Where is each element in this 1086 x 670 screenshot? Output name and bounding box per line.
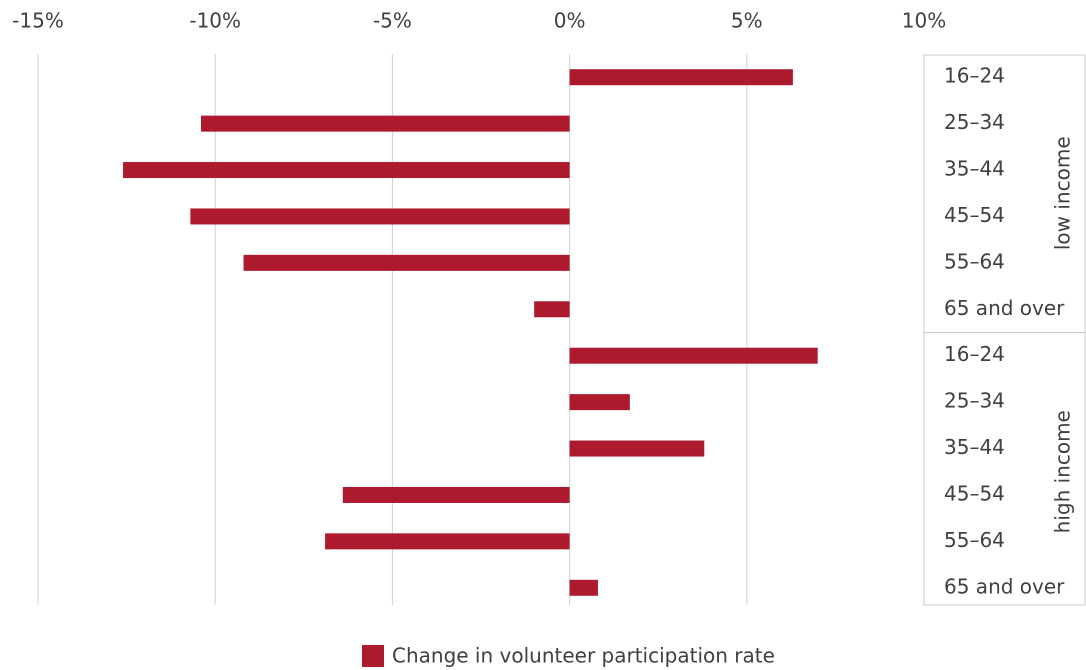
bar bbox=[190, 208, 570, 225]
y-tick-label: 35–44 bbox=[944, 435, 1005, 459]
bar bbox=[569, 440, 705, 457]
x-tick-label: -10% bbox=[189, 9, 241, 33]
x-tick-label: -5% bbox=[373, 9, 412, 33]
y-tick-label: 45–54 bbox=[944, 203, 1005, 227]
legend-label: Change in volunteer participation rate bbox=[392, 644, 775, 668]
y-tick-label: 25–34 bbox=[944, 389, 1005, 413]
y-tick-label: 16–24 bbox=[944, 64, 1005, 88]
y-tick-label: 65 and over bbox=[944, 296, 1065, 320]
bar bbox=[569, 347, 818, 364]
x-tick-label: 0% bbox=[554, 9, 586, 33]
y-tick-label: 16–24 bbox=[944, 342, 1005, 366]
category-box bbox=[923, 54, 1086, 606]
legend-swatch bbox=[362, 645, 384, 667]
bar bbox=[569, 394, 630, 411]
bar bbox=[342, 486, 570, 503]
x-tick-label: 5% bbox=[731, 9, 763, 33]
y-tick-label: 45–54 bbox=[944, 481, 1005, 505]
bar bbox=[534, 301, 570, 318]
y-tick-label: 25–34 bbox=[944, 110, 1005, 134]
bar bbox=[569, 579, 598, 596]
bar bbox=[123, 162, 570, 179]
bar bbox=[569, 69, 793, 86]
bar bbox=[243, 254, 570, 271]
y-tick-label: 55–64 bbox=[944, 249, 1005, 273]
x-tick-label: -15% bbox=[12, 9, 64, 33]
y-tick-label: 55–64 bbox=[944, 528, 1005, 552]
bar bbox=[201, 115, 570, 132]
x-tick-label: 10% bbox=[902, 9, 946, 33]
bar bbox=[325, 533, 570, 550]
group-label: low income bbox=[1051, 136, 1075, 250]
y-tick-label: 65 and over bbox=[944, 574, 1065, 598]
y-tick-label: 35–44 bbox=[944, 157, 1005, 181]
group-label: high income bbox=[1051, 410, 1075, 533]
